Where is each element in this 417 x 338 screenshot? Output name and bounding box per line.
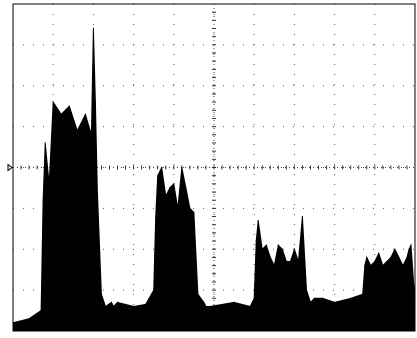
data-point bbox=[48, 183, 50, 185]
data-point bbox=[398, 256, 400, 258]
data-point bbox=[189, 207, 191, 209]
data-point bbox=[261, 248, 263, 250]
data-point bbox=[169, 187, 171, 189]
data-point bbox=[285, 260, 287, 263]
data-point bbox=[382, 265, 384, 267]
data-point bbox=[257, 220, 259, 222]
data-point bbox=[406, 256, 408, 258]
data-point bbox=[301, 216, 303, 218]
data-point bbox=[92, 27, 94, 30]
data-point bbox=[90, 134, 92, 136]
data-point bbox=[402, 265, 404, 267]
data-point bbox=[68, 105, 70, 107]
data-point bbox=[386, 260, 388, 263]
data-point bbox=[408, 248, 410, 250]
data-point bbox=[364, 265, 366, 267]
data-point bbox=[203, 301, 205, 303]
data-point bbox=[161, 166, 163, 169]
data-point bbox=[309, 301, 312, 303]
data-point bbox=[76, 130, 78, 132]
frame-layer bbox=[7, 3, 416, 332]
data-point bbox=[52, 101, 54, 103]
data-point bbox=[378, 252, 380, 254]
data-point bbox=[334, 301, 336, 303]
data-point bbox=[205, 305, 207, 308]
data-point bbox=[281, 248, 283, 250]
data-point bbox=[253, 297, 255, 299]
graticule-frame bbox=[12, 3, 416, 332]
data-point bbox=[40, 310, 42, 312]
data-point bbox=[321, 297, 324, 299]
data-point bbox=[104, 305, 107, 308]
data-point bbox=[273, 265, 275, 267]
data-point bbox=[116, 301, 119, 303]
data-point bbox=[157, 175, 159, 177]
data-point bbox=[362, 293, 364, 295]
series-layer bbox=[12, 27, 416, 332]
data-point bbox=[350, 297, 352, 299]
data-point bbox=[197, 293, 199, 295]
data-point bbox=[249, 305, 251, 308]
data-point bbox=[153, 289, 155, 291]
data-point bbox=[165, 195, 167, 197]
data-point bbox=[305, 289, 308, 291]
data-point bbox=[181, 166, 183, 169]
series-envelope-0 bbox=[12, 28, 416, 332]
data-point bbox=[297, 260, 299, 263]
data-point bbox=[209, 305, 211, 308]
data-point bbox=[84, 113, 86, 115]
data-point bbox=[255, 240, 257, 242]
data-point bbox=[28, 318, 30, 320]
data-point bbox=[265, 244, 267, 246]
data-point bbox=[155, 216, 157, 218]
data-point bbox=[60, 113, 62, 115]
data-point bbox=[110, 301, 113, 303]
data-point bbox=[185, 187, 187, 189]
data-point bbox=[133, 305, 135, 308]
data-point bbox=[94, 101, 96, 103]
data-point bbox=[233, 301, 235, 303]
data-point bbox=[145, 303, 147, 305]
data-point bbox=[370, 265, 372, 267]
data-point bbox=[313, 297, 316, 299]
data-point bbox=[394, 248, 396, 250]
data-point bbox=[374, 260, 376, 263]
data-point bbox=[390, 256, 392, 258]
data-point bbox=[44, 142, 46, 144]
data-point bbox=[96, 191, 98, 193]
data-point bbox=[366, 256, 368, 258]
data-point bbox=[112, 305, 115, 308]
data-point bbox=[293, 248, 295, 250]
data-point bbox=[193, 211, 195, 214]
data-point bbox=[410, 244, 412, 246]
data-point bbox=[42, 199, 44, 201]
data-point bbox=[289, 260, 291, 263]
data-point bbox=[173, 183, 175, 185]
data-point bbox=[177, 207, 179, 209]
data-point bbox=[100, 293, 102, 295]
data-point bbox=[269, 256, 271, 258]
data-point bbox=[277, 244, 279, 246]
ground-marker-icon bbox=[7, 163, 13, 172]
